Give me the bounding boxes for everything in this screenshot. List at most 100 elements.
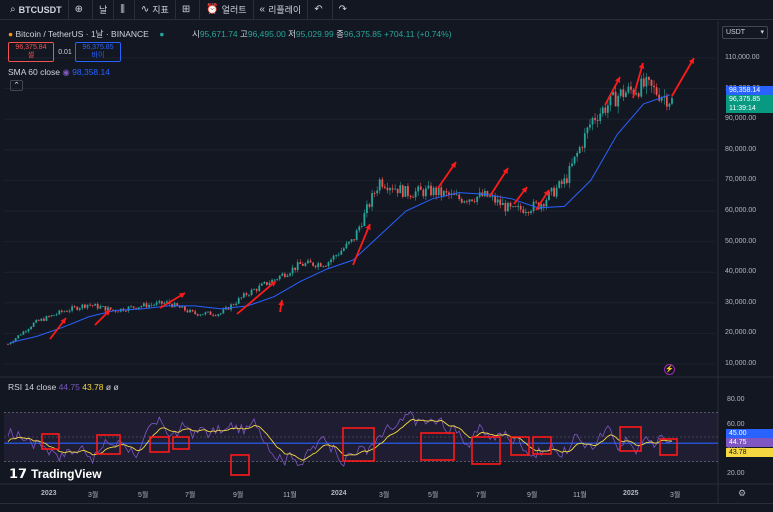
candle-body (668, 103, 671, 107)
candle-body (117, 311, 120, 313)
rsi-pane (4, 410, 718, 467)
candle-body (601, 107, 604, 114)
candle-body (460, 199, 463, 203)
layouts-button[interactable]: ⊞ (176, 0, 201, 20)
candle-body (19, 334, 22, 336)
candle-body (366, 204, 368, 214)
candle-body (268, 283, 271, 286)
candle-body (427, 185, 430, 189)
sma-legend: SMA 60 close ◉ 98,358.14 (8, 67, 110, 78)
currency-button[interactable]: USDT ▾ (722, 26, 768, 39)
compare-button[interactable]: ⊕ (69, 0, 93, 20)
sell-button[interactable]: 96,375.84 셀 (8, 42, 54, 62)
candle-body (207, 311, 209, 313)
candle-body (573, 156, 576, 164)
time-axis-label: 11월 (283, 492, 297, 499)
candle-body (86, 304, 89, 308)
candle-body (294, 267, 297, 270)
rsi-axis-label: 80.00 (727, 396, 745, 403)
lightning-icon[interactable]: ⚡ (664, 364, 675, 375)
chart-type-button[interactable]: ⫼ (114, 0, 135, 20)
price-axis-label: 70,000.00 (725, 176, 757, 184)
candle-body (655, 87, 658, 95)
grid (0, 21, 773, 503)
candle-body (258, 285, 261, 291)
candle-body (273, 279, 276, 281)
candle-body (542, 204, 545, 207)
candle-body (40, 318, 43, 321)
chart-canvas[interactable] (0, 21, 773, 503)
rsi-tag-mid: 44.75 (726, 438, 773, 447)
grid-icon: ⊞ (181, 4, 191, 15)
price-axis-label: 90,000.00 (725, 115, 757, 123)
last-price-tag: 96,375.85 (726, 95, 773, 104)
candle-body (355, 230, 358, 241)
collapse-legend-button[interactable]: ⌃ (10, 80, 23, 91)
alarm-icon: ⏰ (206, 4, 219, 15)
candle-body (212, 314, 214, 316)
redo-button[interactable]: ↷ (333, 0, 356, 20)
candle-body (135, 307, 138, 309)
candle-body (635, 93, 638, 95)
candle-body (322, 266, 325, 267)
rewind-icon: « (259, 4, 266, 15)
alerts-button[interactable]: ⏰ 얼러트 (200, 0, 254, 20)
candle-body (407, 186, 409, 196)
rsi-axis-label: 20.00 (727, 470, 745, 477)
candle-body (571, 163, 573, 167)
candle-body (530, 211, 532, 213)
indicators-label: 지표 (152, 5, 169, 15)
candle-body (278, 275, 281, 280)
candle-body (599, 113, 602, 122)
candle-body (66, 311, 68, 313)
time-axis-label: 5월 (428, 492, 439, 499)
candle-body (558, 181, 561, 188)
annotation-arrow-shaft (352, 223, 371, 266)
annotation-arrow-head (521, 187, 527, 193)
candle-body (483, 190, 486, 197)
candle-body (240, 297, 243, 299)
candle-body (658, 94, 661, 101)
candle-body (545, 199, 548, 207)
candle-body (94, 303, 97, 306)
candle-body (348, 241, 350, 244)
undo-button[interactable]: ↶ (308, 0, 333, 20)
candle-body (145, 303, 148, 308)
candle-body (260, 283, 263, 286)
candle-body (512, 206, 514, 208)
interval-button[interactable]: 날 (93, 0, 115, 20)
candle-body (76, 306, 79, 310)
indicators-button[interactable]: ∿ 지표 (135, 0, 176, 20)
ohlc-legend: 시95,671.74 고96,495.00 저95,029.99 종96,375… (192, 29, 452, 39)
candle-body (314, 265, 317, 268)
rsi-tag-low: 43.78 (726, 448, 773, 457)
candle-body (478, 192, 481, 197)
settings-gear-icon[interactable]: ⚙ (738, 488, 747, 498)
candle-body (424, 188, 427, 197)
price-axis-label: 60,000.00 (725, 207, 757, 214)
annotation-arrow-head (60, 318, 66, 324)
annotation-arrow-shaft (671, 57, 695, 97)
candle-body (242, 293, 245, 298)
candle-body (178, 305, 181, 308)
candle-body (235, 303, 238, 305)
candle-body (409, 195, 412, 198)
candle-body (496, 199, 499, 203)
candle-body (194, 311, 197, 314)
rsi-extra: ø ø (105, 382, 119, 392)
time-axis-label: 3월 (88, 492, 99, 499)
price-axis-label: 40,000.00 (725, 268, 757, 276)
candle-body (37, 319, 40, 321)
candle-body (148, 304, 150, 308)
candle-body (101, 306, 104, 307)
buy-button[interactable]: 96,375.85 바이 (75, 42, 121, 62)
tradingview-logo[interactable]: 𝟭𝟳 TradingView (9, 466, 102, 482)
candle-body (214, 315, 217, 317)
candle-body (435, 187, 438, 196)
settings-dot-icon: ◉ (62, 67, 70, 77)
symbol-search[interactable]: ⌕ BTCUSDT (4, 0, 69, 20)
candle-body (330, 259, 332, 263)
candle-body (607, 105, 609, 113)
replay-button[interactable]: « 리플레이 (254, 0, 309, 20)
candle-body (27, 329, 30, 332)
